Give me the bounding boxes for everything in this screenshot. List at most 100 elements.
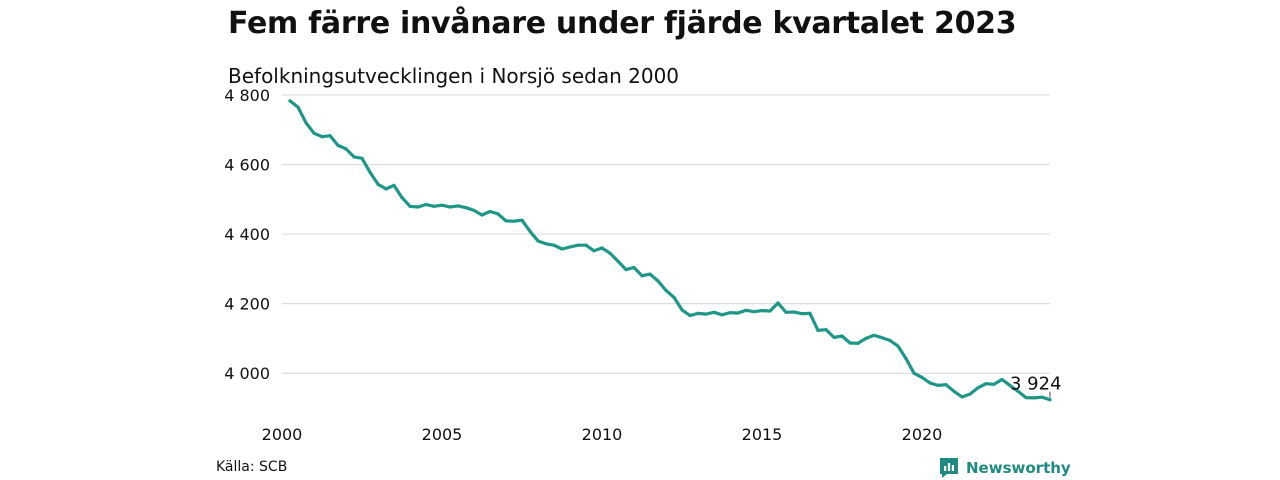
data-point [584, 243, 588, 247]
data-point [328, 134, 332, 138]
x-tick-label: 2000 [262, 425, 303, 444]
data-point [720, 313, 724, 317]
data-point [528, 229, 532, 233]
data-point [320, 135, 324, 139]
data-point [672, 295, 676, 299]
data-point [400, 196, 404, 200]
data-point [960, 395, 964, 399]
data-point [952, 389, 956, 393]
data-point [480, 213, 484, 217]
data-point [920, 375, 924, 379]
data-point [552, 243, 556, 247]
data-point [968, 392, 972, 396]
data-point [520, 218, 524, 222]
data-point [536, 239, 540, 243]
data-point [368, 170, 372, 174]
data-point [656, 279, 660, 283]
data-point [440, 203, 444, 207]
data-point [648, 272, 652, 276]
data-point [736, 311, 740, 315]
data-point [728, 311, 732, 315]
y-tick-label: 4 400 [224, 225, 270, 244]
x-axis-ticks: 2000 2005 2010 2015 2020 [262, 425, 943, 444]
data-point [680, 308, 684, 312]
y-axis-ticks: 4 000 4 200 4 400 4 600 4 800 [224, 86, 270, 383]
x-tick-label: 2010 [582, 425, 623, 444]
series-line [288, 99, 1052, 402]
data-point [568, 245, 572, 249]
data-point [624, 268, 628, 272]
data-point [496, 212, 500, 216]
data-point [336, 143, 340, 147]
data-point [392, 183, 396, 187]
data-point [456, 204, 460, 208]
data-point [976, 386, 980, 390]
data-point [424, 202, 428, 207]
data-point [408, 204, 412, 208]
data-point [384, 187, 388, 191]
data-point [488, 209, 492, 214]
data-point [360, 156, 364, 160]
data-point [840, 334, 844, 338]
data-point [824, 328, 828, 332]
x-tick-label: 2015 [742, 425, 783, 444]
data-point [464, 206, 468, 210]
data-point [896, 344, 900, 348]
data-point [616, 259, 620, 263]
y-tick-label: 4 600 [224, 156, 270, 175]
data-point [296, 105, 300, 109]
source-note: Källa: SCB [216, 459, 288, 475]
data-point [944, 383, 948, 387]
data-point [1016, 389, 1020, 393]
series-layer [288, 99, 1052, 402]
data-point [856, 341, 860, 345]
y-tick-label: 4 200 [224, 295, 270, 314]
data-point [752, 310, 756, 314]
data-point [704, 312, 708, 316]
data-point [448, 205, 452, 209]
brand-name: Newsworthy [966, 459, 1071, 477]
chart-subtitle: Befolkningsutvecklingen i Norsjö sedan 2… [228, 64, 680, 88]
data-point [664, 288, 668, 292]
data-point [1000, 377, 1004, 382]
data-point [928, 381, 932, 385]
data-point [312, 131, 316, 135]
data-point [832, 335, 836, 339]
newsworthy-logo-icon [940, 458, 958, 478]
data-point [760, 309, 764, 313]
data-point [864, 336, 868, 340]
data-point [744, 308, 748, 312]
y-tick-label: 4 000 [224, 364, 270, 383]
data-point [352, 155, 356, 159]
data-point [696, 311, 700, 315]
data-point [640, 274, 644, 278]
data-point [688, 313, 692, 318]
data-point [872, 333, 876, 337]
data-point [344, 147, 348, 151]
data-point [376, 182, 380, 186]
data-point [912, 371, 916, 375]
data-point [608, 251, 612, 255]
data-point [712, 310, 716, 314]
data-point [1024, 396, 1028, 400]
data-point [800, 312, 804, 316]
data-point [848, 341, 852, 345]
data-point [984, 382, 988, 386]
data-point [776, 301, 780, 305]
data-point [432, 204, 436, 208]
gridlines [282, 94, 1050, 374]
end-value-label: 3 924 [1010, 374, 1062, 395]
data-point [888, 338, 892, 343]
data-point [1048, 398, 1052, 402]
x-tick-label: 2005 [422, 425, 463, 444]
data-point [904, 357, 908, 361]
data-point [808, 311, 812, 315]
data-point [504, 219, 508, 223]
data-point [512, 219, 516, 223]
data-point [472, 208, 476, 212]
data-point [576, 243, 580, 247]
data-point [600, 246, 604, 250]
chart-title: Fem färre invånare under fjärde kvartale… [228, 6, 1017, 41]
data-point [768, 309, 772, 313]
